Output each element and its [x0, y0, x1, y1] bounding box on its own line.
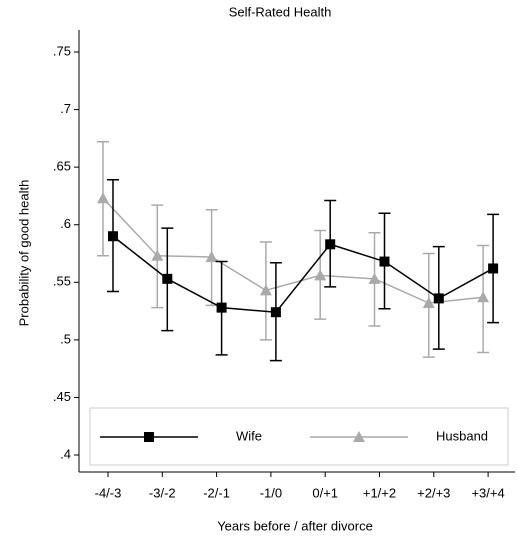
legend-marker — [353, 431, 365, 442]
y-tick-label: .75 — [53, 43, 71, 58]
data-point — [259, 284, 272, 296]
data-point — [216, 302, 227, 313]
y-tick-label: .55 — [53, 274, 71, 289]
data-point — [325, 239, 336, 250]
series-line — [102, 197, 484, 304]
data-point — [205, 250, 218, 262]
x-tick-label: -1/0 — [260, 485, 282, 500]
data-point — [314, 269, 327, 281]
legend-label: Wife — [236, 428, 262, 443]
data-point — [270, 307, 281, 318]
y-axis-label: Probability of good health — [16, 180, 31, 327]
y-tick-label: .4 — [60, 446, 71, 461]
y-tick-label: .6 — [60, 216, 71, 231]
x-tick-label: +1/+2 — [363, 485, 396, 500]
x-tick-label: -3/-2 — [149, 485, 176, 500]
x-tick-label: +2/+3 — [417, 485, 450, 500]
y-tick-label: .5 — [60, 331, 71, 346]
data-point — [108, 231, 118, 242]
x-tick-label: 0/+1 — [312, 485, 338, 500]
data-point — [151, 249, 164, 261]
y-tick-label: .7 — [60, 101, 71, 116]
data-point — [422, 297, 435, 309]
data-point — [162, 273, 173, 284]
x-tick-label: -4/-3 — [95, 485, 122, 500]
series-line — [112, 235, 494, 314]
data-point — [433, 293, 444, 304]
legend-marker — [144, 432, 154, 442]
x-tick-label: -2/-1 — [203, 485, 230, 500]
data-point — [368, 272, 381, 284]
x-axis-label: Years before / after divorce — [217, 518, 373, 533]
legend-label: Husband — [436, 428, 488, 443]
y-tick-label: .45 — [53, 389, 71, 404]
data-point — [97, 192, 109, 204]
x-tick-label: +3/+4 — [471, 485, 504, 500]
y-tick-label: .65 — [53, 159, 71, 174]
data-point — [477, 291, 490, 303]
data-point — [379, 256, 390, 267]
data-point — [488, 263, 499, 274]
chart-title: Self-Rated Health — [229, 4, 332, 19]
